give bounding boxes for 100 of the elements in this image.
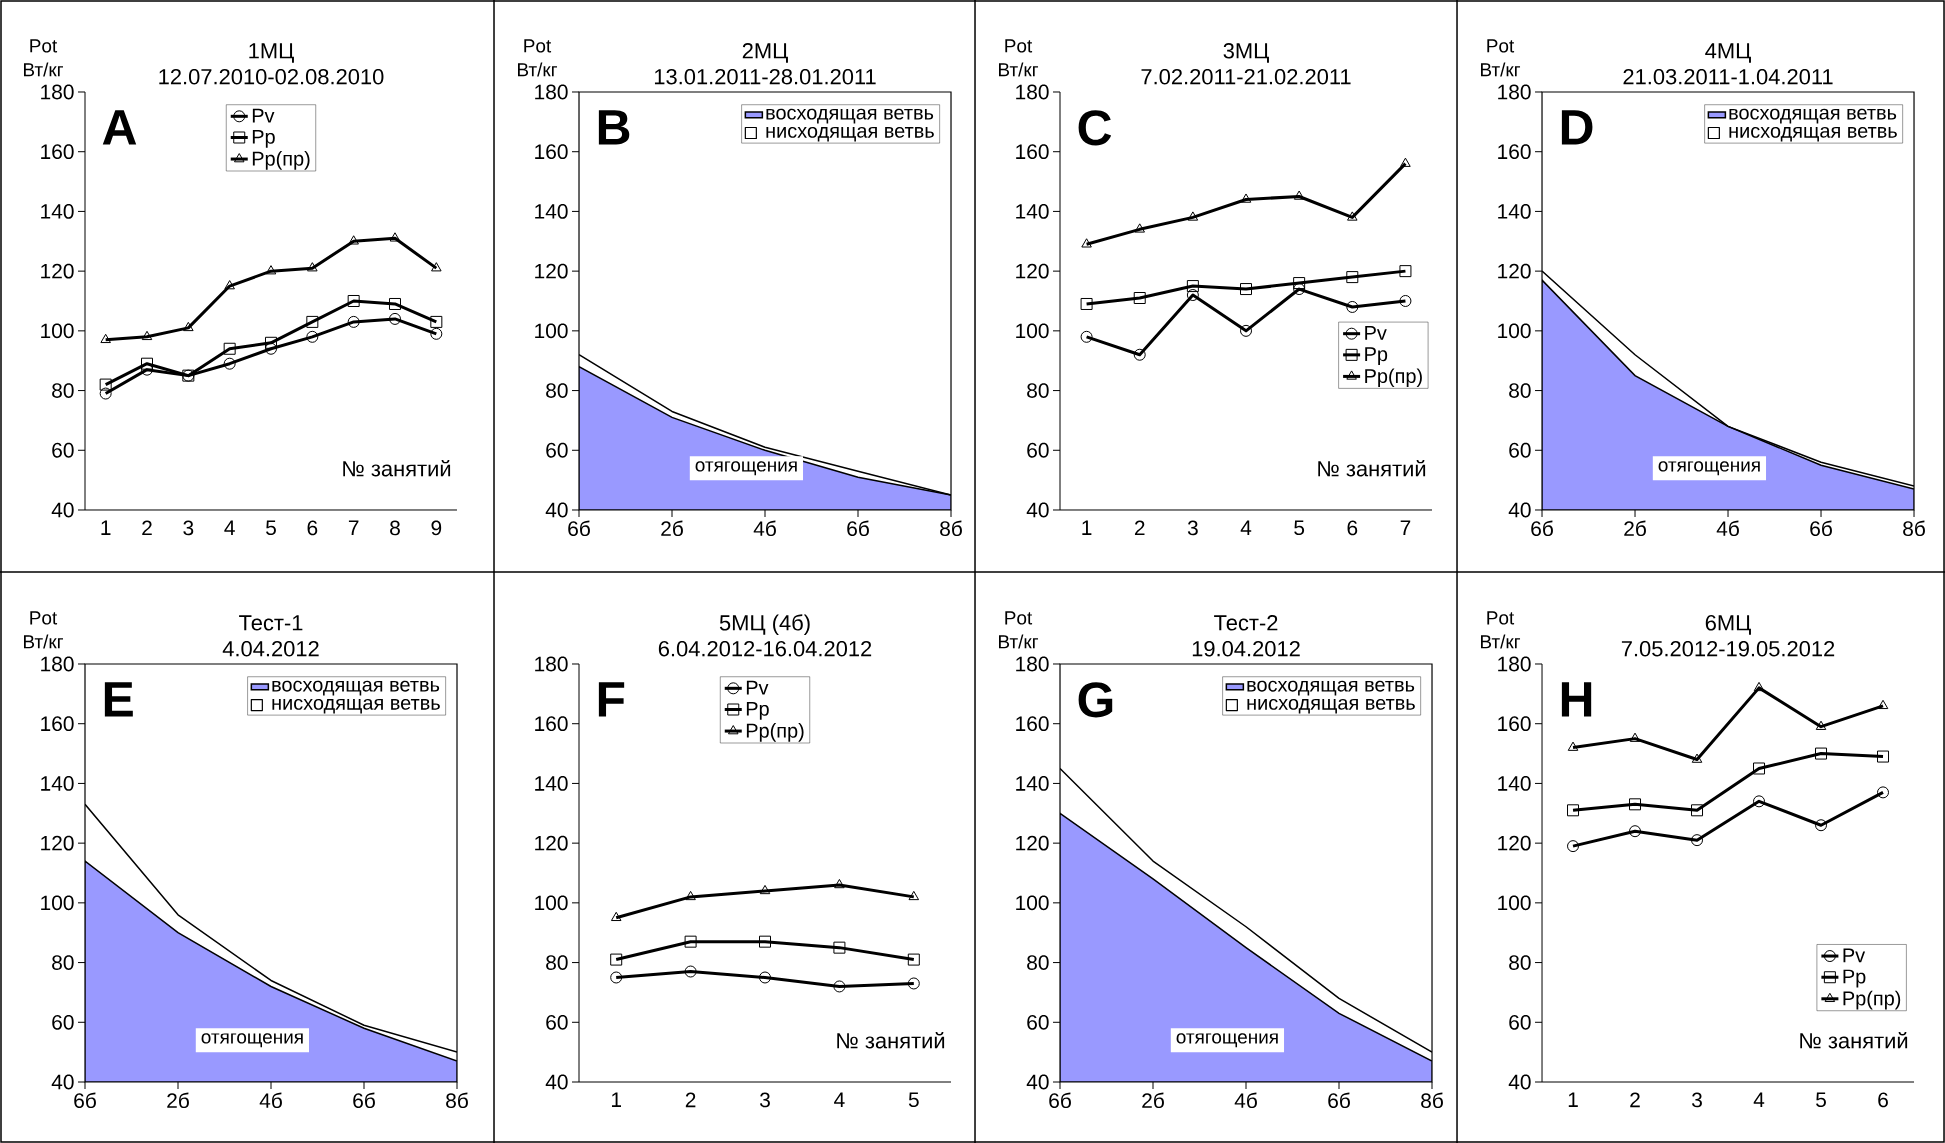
y-tick-label: 60 [1027, 1014, 1049, 1030]
legend-label: Pp(пр) [746, 723, 804, 742]
point [1134, 223, 1145, 233]
point [1187, 211, 1199, 221]
x-tick-label: 6б [1531, 520, 1553, 537]
legend-label: Pv [252, 108, 275, 123]
point [347, 315, 360, 328]
point [100, 333, 111, 344]
y-tick-label: 60 [52, 442, 74, 458]
y-tick-label: 60 [52, 1014, 74, 1030]
x-tick-label: 3 [1692, 1092, 1702, 1108]
x-tick-label: 3 [183, 520, 194, 536]
chart-title: 3МЦ [1223, 43, 1269, 63]
y-tick-label: 160 [1498, 716, 1531, 732]
y-tick-label: 80 [52, 383, 74, 398]
legend-label: нисходящая ветвь [1729, 126, 1897, 142]
x-tick-label: 6б [74, 1092, 96, 1109]
x-tick-label: 7 [1400, 520, 1411, 535]
y-tick-label: 120 [1016, 263, 1049, 279]
y-tick-label: 160 [1498, 144, 1531, 160]
y-tick-label: 180 [1016, 84, 1049, 100]
y-tick-label: 180 [535, 656, 568, 672]
chart-subtitle: 19.04.2012 [1192, 640, 1300, 657]
y-tick-label: 100 [1016, 895, 1049, 911]
y-tick-label: 40 [51, 502, 74, 518]
legend-label: Pp(пр) [1365, 368, 1422, 388]
point [265, 336, 277, 349]
y-tick-label: 40 [1508, 502, 1531, 518]
y-tick-label: 160 [41, 716, 74, 732]
y-tick-label: 80 [1027, 955, 1049, 970]
x-tick-label: 5 [266, 520, 276, 536]
y-tick-label: 80 [1027, 383, 1049, 398]
point [347, 294, 360, 307]
y-tick-label: 100 [41, 323, 74, 339]
x-axis-title: отягощения [1176, 1033, 1278, 1048]
point [223, 342, 236, 355]
point [1815, 819, 1828, 832]
x-tick-label: 9 [431, 520, 442, 536]
point [1753, 795, 1766, 808]
point [1629, 732, 1641, 742]
y-tick-label: 160 [1016, 144, 1049, 160]
point [1186, 280, 1199, 293]
chart-subtitle: 6.04.2012-16.04.2012 [658, 640, 872, 657]
point [141, 330, 153, 341]
chart-title: 1МЦ [249, 43, 294, 63]
legend-label: нисходящая ветвь [1247, 698, 1415, 714]
point [1753, 762, 1766, 775]
chart-subtitle: 7.05.2012-19.05.2012 [1621, 640, 1835, 657]
legend-label: восходящая ветвь [272, 680, 440, 696]
y-tick-label: 180 [1498, 84, 1531, 100]
y-tick-label: 180 [1016, 656, 1049, 672]
x-tick-label: 6 [1347, 520, 1358, 536]
chart-subtitle: 21.03.2011-1.04.2011 [1623, 68, 1833, 85]
x-tick-label: 4 [1240, 520, 1252, 535]
y-tick-label: 60 [1509, 442, 1531, 458]
chart-title: 6МЦ [1705, 615, 1751, 635]
y-tick-label: 120 [1016, 835, 1049, 851]
point [1567, 804, 1580, 817]
point [389, 312, 401, 325]
y-tick-label: 40 [51, 1074, 74, 1090]
point [1877, 786, 1890, 799]
legend-label: восходящая ветвь [766, 108, 934, 124]
legend-label: Pv [746, 680, 769, 695]
y-tick-label: 60 [1027, 442, 1049, 458]
y-axis-title: Pot Вт/кг [1481, 39, 1521, 77]
y-tick-label: 160 [535, 144, 568, 160]
annotation: C [1078, 110, 1112, 146]
point [99, 378, 112, 391]
point [1567, 840, 1580, 853]
point [1629, 825, 1642, 838]
x-tick-label: 1 [611, 1092, 621, 1107]
x-tick-label: 4б [259, 1092, 282, 1109]
y-tick-label: 120 [1498, 263, 1531, 279]
y-tick-label: 140 [1016, 204, 1049, 219]
x-tick-label: 3 [759, 1092, 770, 1108]
point [1691, 753, 1703, 763]
legend-label: Pp [1365, 347, 1388, 366]
y-tick-label: 100 [1498, 895, 1531, 911]
y-tick-label: 80 [1509, 383, 1531, 398]
point [224, 280, 235, 290]
x-tick-label: 4 [834, 1092, 845, 1107]
point [430, 315, 443, 328]
point [141, 357, 153, 370]
chart-subtitle: 7.02.2011-21.02.2011 [1141, 68, 1351, 85]
x-tick-label: 4 [1753, 1092, 1765, 1107]
y-tick-label: 100 [535, 895, 568, 911]
y-tick-label: 180 [1498, 656, 1531, 672]
y-tick-label: 120 [535, 263, 568, 279]
x-tick-label: 5 [1816, 1092, 1826, 1108]
y-tick-label: 140 [1498, 204, 1531, 219]
x-axis-title: отягощения [1658, 461, 1760, 476]
x-tick-label: 6б [568, 520, 590, 537]
point [1346, 300, 1359, 313]
chart-title: 2МЦ [742, 43, 788, 63]
y-tick-label: 120 [41, 835, 74, 851]
y-axis-title: Pot Вт/кг [999, 39, 1039, 77]
legend-label: Pp [252, 129, 275, 148]
point [1293, 277, 1306, 290]
x-tick-label: 7 [348, 520, 359, 535]
y-tick-label: 80 [546, 383, 568, 398]
